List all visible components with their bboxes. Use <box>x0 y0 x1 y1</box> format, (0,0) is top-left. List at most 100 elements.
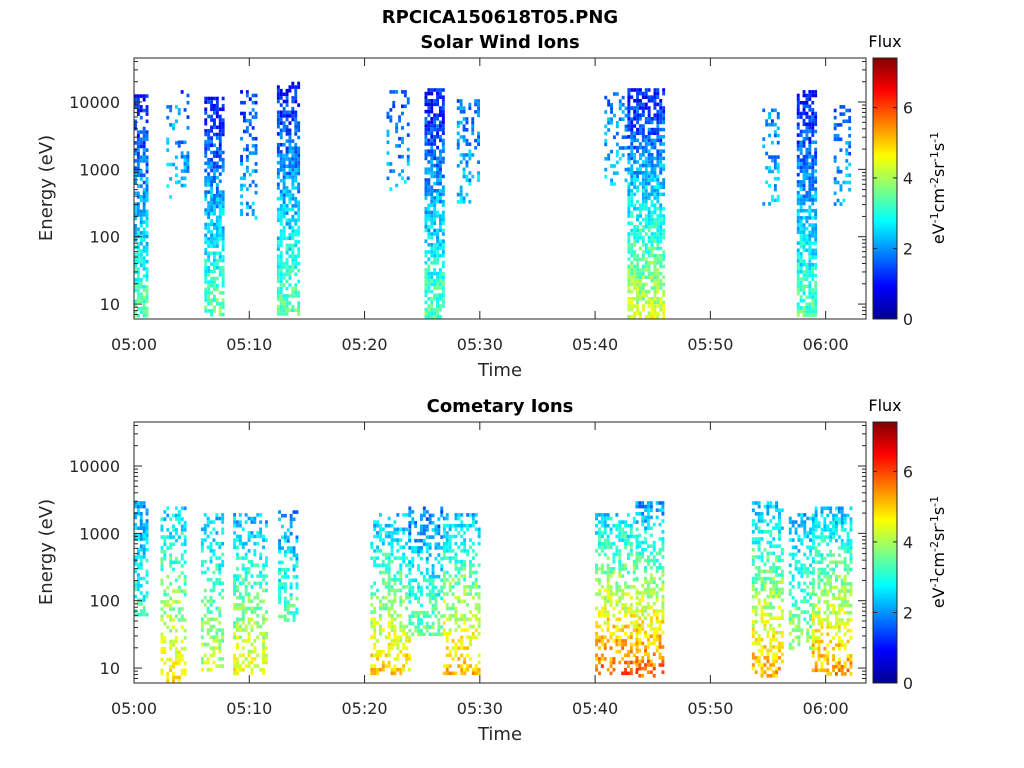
heatmap-cell <box>428 542 432 547</box>
heatmap-cell <box>460 520 464 524</box>
heatmap-cell <box>142 180 146 185</box>
heatmap-cell <box>751 537 755 541</box>
heatmap-cell <box>207 280 211 284</box>
heatmap-cell <box>403 104 407 109</box>
heatmap-cell <box>778 587 781 592</box>
heatmap-cell <box>477 671 481 676</box>
heatmap-cell <box>427 131 431 135</box>
heatmap-cell <box>139 144 143 149</box>
heatmap-cell <box>238 624 242 629</box>
heatmap-cell <box>408 538 412 543</box>
heatmap-cell <box>442 516 446 521</box>
heatmap-cell <box>206 516 210 521</box>
heatmap-cell <box>595 567 598 571</box>
heatmap-cell <box>791 646 795 650</box>
heatmap-cell <box>425 610 429 615</box>
heatmap-cell <box>649 526 653 530</box>
heatmap-cell <box>276 110 280 115</box>
heatmap-cell <box>279 218 283 223</box>
heatmap-cell <box>221 240 225 245</box>
heatmap-cell <box>278 510 281 514</box>
heatmap-cell <box>142 151 146 156</box>
heatmap-cell <box>638 591 642 595</box>
heatmap-cell <box>471 174 475 179</box>
heatmap-cell <box>630 289 634 294</box>
heatmap-cell <box>200 599 204 604</box>
heatmap-cell <box>635 562 639 566</box>
y-tick-label: 1000 <box>79 160 120 179</box>
heatmap-cell <box>751 558 755 563</box>
heatmap-cell <box>639 235 642 240</box>
heatmap-cell <box>430 203 434 207</box>
heatmap-cell <box>434 531 438 536</box>
heatmap-cell <box>451 556 455 560</box>
heatmap-cell <box>662 156 666 161</box>
heatmap-cell <box>769 663 773 667</box>
heatmap-cell <box>218 251 222 256</box>
heatmap-cell <box>428 632 432 637</box>
heatmap-cell <box>396 531 400 535</box>
heatmap-cell <box>218 312 222 317</box>
heatmap-cell <box>221 291 225 295</box>
heatmap-cell <box>420 549 423 554</box>
heatmap-cell <box>175 166 178 170</box>
heatmap-cell <box>439 109 442 114</box>
heatmap-cell <box>805 194 809 199</box>
heatmap-cell <box>649 620 653 624</box>
heatmap-cell <box>282 276 286 280</box>
heatmap-cell <box>595 664 598 668</box>
heatmap-cell <box>462 200 466 204</box>
heatmap-cell <box>808 129 812 134</box>
heatmap-cell <box>811 291 815 296</box>
heatmap-cell <box>466 549 469 553</box>
heatmap-cell <box>262 563 265 568</box>
heatmap-cell <box>259 527 263 532</box>
heatmap-cell <box>425 628 429 633</box>
heatmap-cell <box>445 531 449 535</box>
heatmap-cell <box>399 563 403 568</box>
heatmap-cell <box>282 142 286 147</box>
heatmap-cell <box>427 192 431 197</box>
heatmap-cell <box>796 104 800 109</box>
heatmap-cell <box>209 617 213 622</box>
heatmap-cell <box>662 207 666 211</box>
heatmap-cell <box>285 124 289 129</box>
heatmap-cell <box>650 167 654 171</box>
heatmap-cell <box>612 631 616 636</box>
heatmap-cell <box>615 642 619 647</box>
heatmap-cell <box>836 166 840 170</box>
heatmap-cell <box>145 558 149 563</box>
heatmap-cell <box>218 132 222 137</box>
heatmap-cell <box>754 630 758 635</box>
heatmap-cell <box>139 292 143 296</box>
heatmap-cell <box>236 534 239 539</box>
heatmap-cell <box>477 653 481 658</box>
heatmap-cell <box>618 635 622 640</box>
heatmap-cell <box>638 638 642 642</box>
heatmap-cell <box>396 541 400 546</box>
heatmap-cell <box>808 97 812 101</box>
heatmap-cell <box>811 140 815 145</box>
heatmap-cell <box>656 196 660 200</box>
heatmap-cell <box>621 103 625 107</box>
heatmap-cell <box>251 108 255 112</box>
heatmap-cell <box>393 657 397 661</box>
heatmap-cell <box>454 646 458 650</box>
heatmap-cell <box>417 596 420 601</box>
heatmap-cell <box>390 671 394 676</box>
heatmap-cell <box>630 127 634 132</box>
heatmap-cell <box>647 153 651 157</box>
heatmap-cell <box>799 241 803 245</box>
heatmap-cell <box>401 104 404 109</box>
heatmap-cell <box>386 151 390 155</box>
heatmap-cell <box>393 635 397 640</box>
heatmap-cell <box>615 534 619 539</box>
heatmap-cell <box>213 208 216 212</box>
heatmap-cell <box>370 664 374 668</box>
heatmap-cell <box>477 617 481 622</box>
heatmap-cell <box>139 159 143 163</box>
heatmap-cell <box>160 546 164 550</box>
heatmap-cell <box>163 603 167 608</box>
heatmap-cell <box>210 96 213 101</box>
heatmap-cell <box>163 542 167 547</box>
